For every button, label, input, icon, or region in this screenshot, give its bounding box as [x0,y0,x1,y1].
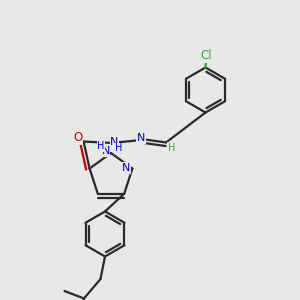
Text: N: N [137,133,146,143]
Text: H: H [98,141,105,152]
Text: H: H [115,143,122,153]
Text: H: H [168,143,175,153]
Text: N: N [110,136,119,146]
Text: N: N [122,163,130,173]
Text: O: O [74,131,83,144]
Text: N: N [101,146,110,157]
Text: Cl: Cl [201,49,212,62]
